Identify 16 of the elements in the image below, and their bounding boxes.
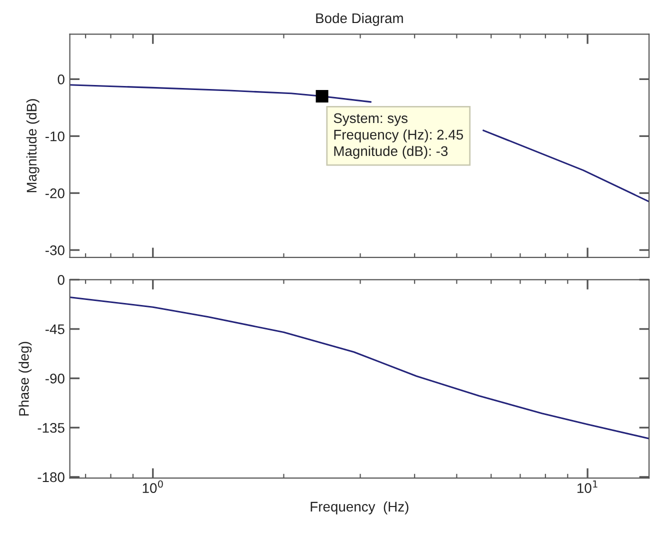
y-tick-label: -10 — [46, 131, 64, 142]
annotation: System: sys Frequency (Hz): 2.45 Magnitude (dB): -3 — [334, 113, 464, 159]
chart-title: Bode Diagram — [316, 12, 403, 26]
x-axis-title: Frequency (Hz) — [310, 501, 408, 514]
y-tick-label: -30 — [46, 245, 64, 256]
y-tick-label: -180 — [38, 472, 64, 482]
y-axis-title: Magnitude (dB) — [26, 99, 40, 192]
y-tick-label: 0 — [58, 74, 64, 84]
y-axis-title: Phase (deg) — [18, 342, 32, 416]
x-tick-label: 10$^{1}$ — [578, 480, 598, 494]
y-tick-label: -135 — [38, 422, 64, 433]
x-tick-label: 10$^{0}$ — [142, 480, 163, 493]
y-tick-label: -20 — [46, 188, 64, 198]
y-tick-label: -45 — [46, 324, 64, 334]
y-tick-label: 0 — [58, 275, 64, 285]
y-tick-label: -90 — [46, 374, 64, 384]
